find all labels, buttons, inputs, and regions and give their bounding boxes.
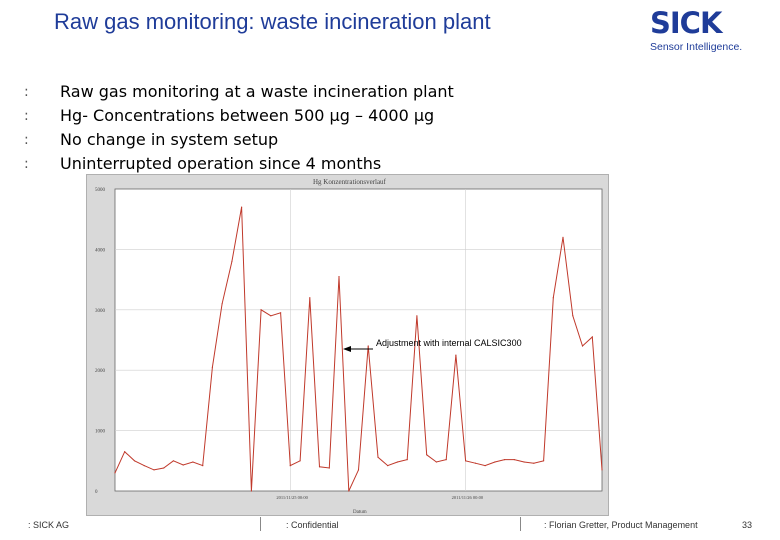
y-tick-label: 1000 [95, 430, 106, 435]
data-point [270, 315, 272, 317]
chart-series [114, 206, 603, 492]
data-point [377, 456, 379, 458]
data-point [318, 466, 321, 468]
chart-svg: Hg Konzentrationsverlauf 0 1000 2000 3000 40… [95, 178, 603, 515]
y-tick-label: 4000 [95, 248, 106, 253]
data-point [241, 206, 243, 208]
annotation-arrow-head [343, 346, 351, 352]
bullet-item: : Uninterrupted operation since 4 months [24, 152, 454, 176]
chart-title: Hg Konzentrationsverlauf [313, 178, 387, 186]
page-number: 33 [742, 520, 753, 530]
data-point [280, 312, 282, 314]
x-tick-label: 2011/11/25 00:00 [276, 495, 308, 500]
data-point [250, 490, 252, 492]
bullet-text: Raw gas monitoring at a waste incinerati… [60, 82, 454, 101]
data-point [182, 464, 184, 466]
data-point [396, 461, 399, 463]
plot-area [114, 188, 603, 492]
data-point [260, 309, 262, 311]
data-point [338, 276, 340, 278]
bullet-text: Uninterrupted operation since 4 months [60, 154, 382, 173]
chart-grid [115, 189, 602, 491]
data-point [455, 354, 457, 356]
data-point [523, 461, 525, 463]
y-tick-label: 0 [95, 490, 98, 495]
data-point [543, 460, 545, 462]
bullet-text: No change in system setup [60, 130, 279, 149]
slide-title: Raw gas monitoring: waste incineration p… [54, 9, 491, 34]
x-axis-label: Datum [353, 510, 367, 515]
data-point [494, 461, 496, 463]
footer-divider [260, 517, 261, 531]
data-point [172, 460, 174, 462]
footer-company: : SICK AG [28, 520, 70, 530]
data-point [221, 303, 223, 305]
data-point [474, 462, 476, 464]
data-point [572, 315, 574, 317]
bullet-item: : No change in system setup [24, 128, 454, 152]
footer-author: : Florian Gretter, Product Management [544, 520, 698, 530]
chart-ticks: 0 1000 2000 3000 4000 5000 2011/11/25 00:00 201… [95, 188, 484, 500]
data-point [445, 459, 447, 461]
data-point [513, 459, 515, 461]
data-point [153, 469, 155, 471]
data-point [211, 366, 213, 368]
data-point [202, 465, 204, 467]
y-tick-label: 3000 [95, 309, 106, 314]
y-tick-label: 2000 [95, 369, 106, 374]
footer-confidential: : Confidential [286, 520, 339, 530]
data-point [133, 460, 136, 462]
data-point [192, 461, 194, 463]
logo-brand: SICK [650, 6, 722, 40]
x-tick-label: 2011/11/26 00:00 [452, 495, 484, 500]
chart-annotation: Adjustment with internal CALSIC300 [343, 338, 522, 352]
data-point [533, 462, 535, 464]
annotation-label: Adjustment with internal CALSIC300 [376, 338, 522, 348]
data-point [309, 297, 311, 299]
sick-logo: SICK Sensor Intelligence. [650, 8, 760, 56]
data-point [289, 465, 291, 467]
data-point [552, 297, 554, 299]
data-point [143, 465, 145, 467]
data-point [581, 345, 584, 347]
data-point [357, 469, 360, 471]
data-point [416, 315, 418, 317]
data-point [426, 454, 428, 456]
chart-screenshot: Hg Konzentrationsverlauf 0 1000 2000 3000 40… [86, 174, 609, 516]
data-point [484, 465, 486, 467]
bullet-item: : Raw gas monitoring at a waste incinera… [24, 80, 454, 104]
bullet-mark: : [24, 156, 29, 172]
data-point [504, 459, 506, 461]
data-point [601, 469, 603, 471]
bullet-list: : Raw gas monitoring at a waste incinera… [24, 80, 454, 176]
data-point [231, 260, 233, 263]
bullet-mark: : [24, 132, 29, 148]
data-point [348, 490, 350, 492]
bullet-mark: : [24, 84, 29, 100]
data-point [591, 336, 593, 338]
data-point [435, 461, 437, 463]
data-point [367, 345, 369, 347]
logo-tagline: Sensor Intelligence. [650, 41, 743, 53]
data-point [299, 460, 301, 462]
data-point [406, 459, 408, 461]
data-point [465, 460, 467, 462]
data-point [562, 236, 564, 238]
bullet-text: Hg- Concentrations between 500 µg – 4000… [60, 106, 435, 125]
data-point [328, 467, 330, 469]
footer-divider [520, 517, 521, 531]
bullet-mark: : [24, 108, 29, 124]
data-point [124, 451, 126, 453]
data-point [114, 472, 116, 474]
data-point [163, 467, 165, 469]
data-point [387, 465, 389, 467]
y-tick-label: 5000 [95, 188, 106, 193]
bullet-item: : Hg- Concentrations between 500 µg – 40… [24, 104, 454, 128]
